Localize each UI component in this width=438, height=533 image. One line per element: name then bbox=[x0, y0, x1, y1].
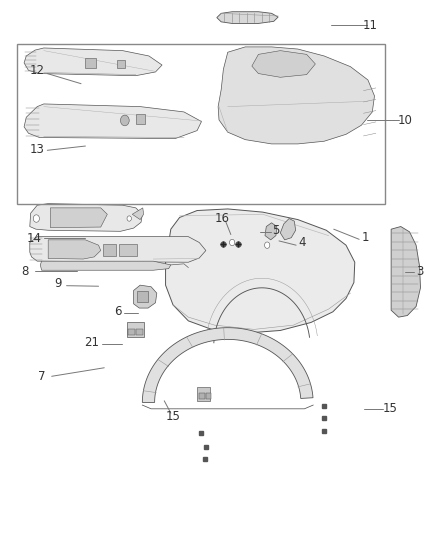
Polygon shape bbox=[40, 261, 171, 270]
Text: 14: 14 bbox=[27, 232, 42, 245]
Polygon shape bbox=[265, 223, 277, 240]
Polygon shape bbox=[30, 204, 142, 231]
Polygon shape bbox=[134, 285, 157, 308]
Circle shape bbox=[265, 242, 270, 248]
Polygon shape bbox=[218, 47, 374, 144]
Text: 3: 3 bbox=[416, 265, 423, 278]
Polygon shape bbox=[280, 219, 296, 240]
Text: 11: 11 bbox=[363, 19, 378, 31]
Text: 4: 4 bbox=[298, 236, 306, 249]
Text: 15: 15 bbox=[166, 410, 180, 423]
Text: 21: 21 bbox=[85, 336, 99, 349]
Polygon shape bbox=[252, 51, 315, 77]
Bar bbox=[127, 322, 144, 337]
Text: 12: 12 bbox=[30, 64, 45, 77]
Polygon shape bbox=[30, 237, 206, 262]
Polygon shape bbox=[132, 208, 144, 220]
Polygon shape bbox=[24, 104, 201, 139]
Polygon shape bbox=[217, 12, 278, 23]
Text: 9: 9 bbox=[54, 277, 62, 290]
Bar bbox=[17, 44, 385, 204]
Circle shape bbox=[120, 115, 129, 126]
Polygon shape bbox=[166, 209, 355, 333]
Text: 8: 8 bbox=[22, 265, 29, 278]
Polygon shape bbox=[391, 227, 420, 317]
Text: 10: 10 bbox=[398, 114, 413, 127]
Bar bbox=[197, 387, 210, 401]
Bar bbox=[137, 291, 148, 302]
Bar bbox=[136, 329, 143, 335]
Text: 7: 7 bbox=[38, 370, 46, 383]
Text: 6: 6 bbox=[113, 305, 121, 318]
Text: 5: 5 bbox=[272, 224, 279, 237]
Polygon shape bbox=[48, 240, 101, 259]
Bar bbox=[128, 329, 135, 335]
Circle shape bbox=[230, 239, 235, 246]
Polygon shape bbox=[50, 208, 107, 228]
Bar bbox=[117, 60, 125, 68]
Text: 1: 1 bbox=[362, 231, 370, 244]
Text: 15: 15 bbox=[382, 402, 397, 415]
Text: 16: 16 bbox=[215, 212, 230, 225]
Circle shape bbox=[127, 216, 131, 221]
Bar bbox=[199, 393, 205, 399]
Bar bbox=[119, 244, 137, 256]
Bar bbox=[136, 114, 145, 124]
Bar bbox=[103, 244, 116, 256]
Circle shape bbox=[33, 215, 39, 222]
Polygon shape bbox=[24, 48, 162, 76]
Text: 13: 13 bbox=[30, 143, 45, 156]
Bar bbox=[206, 393, 211, 399]
Polygon shape bbox=[142, 328, 313, 402]
Bar bbox=[85, 58, 96, 68]
